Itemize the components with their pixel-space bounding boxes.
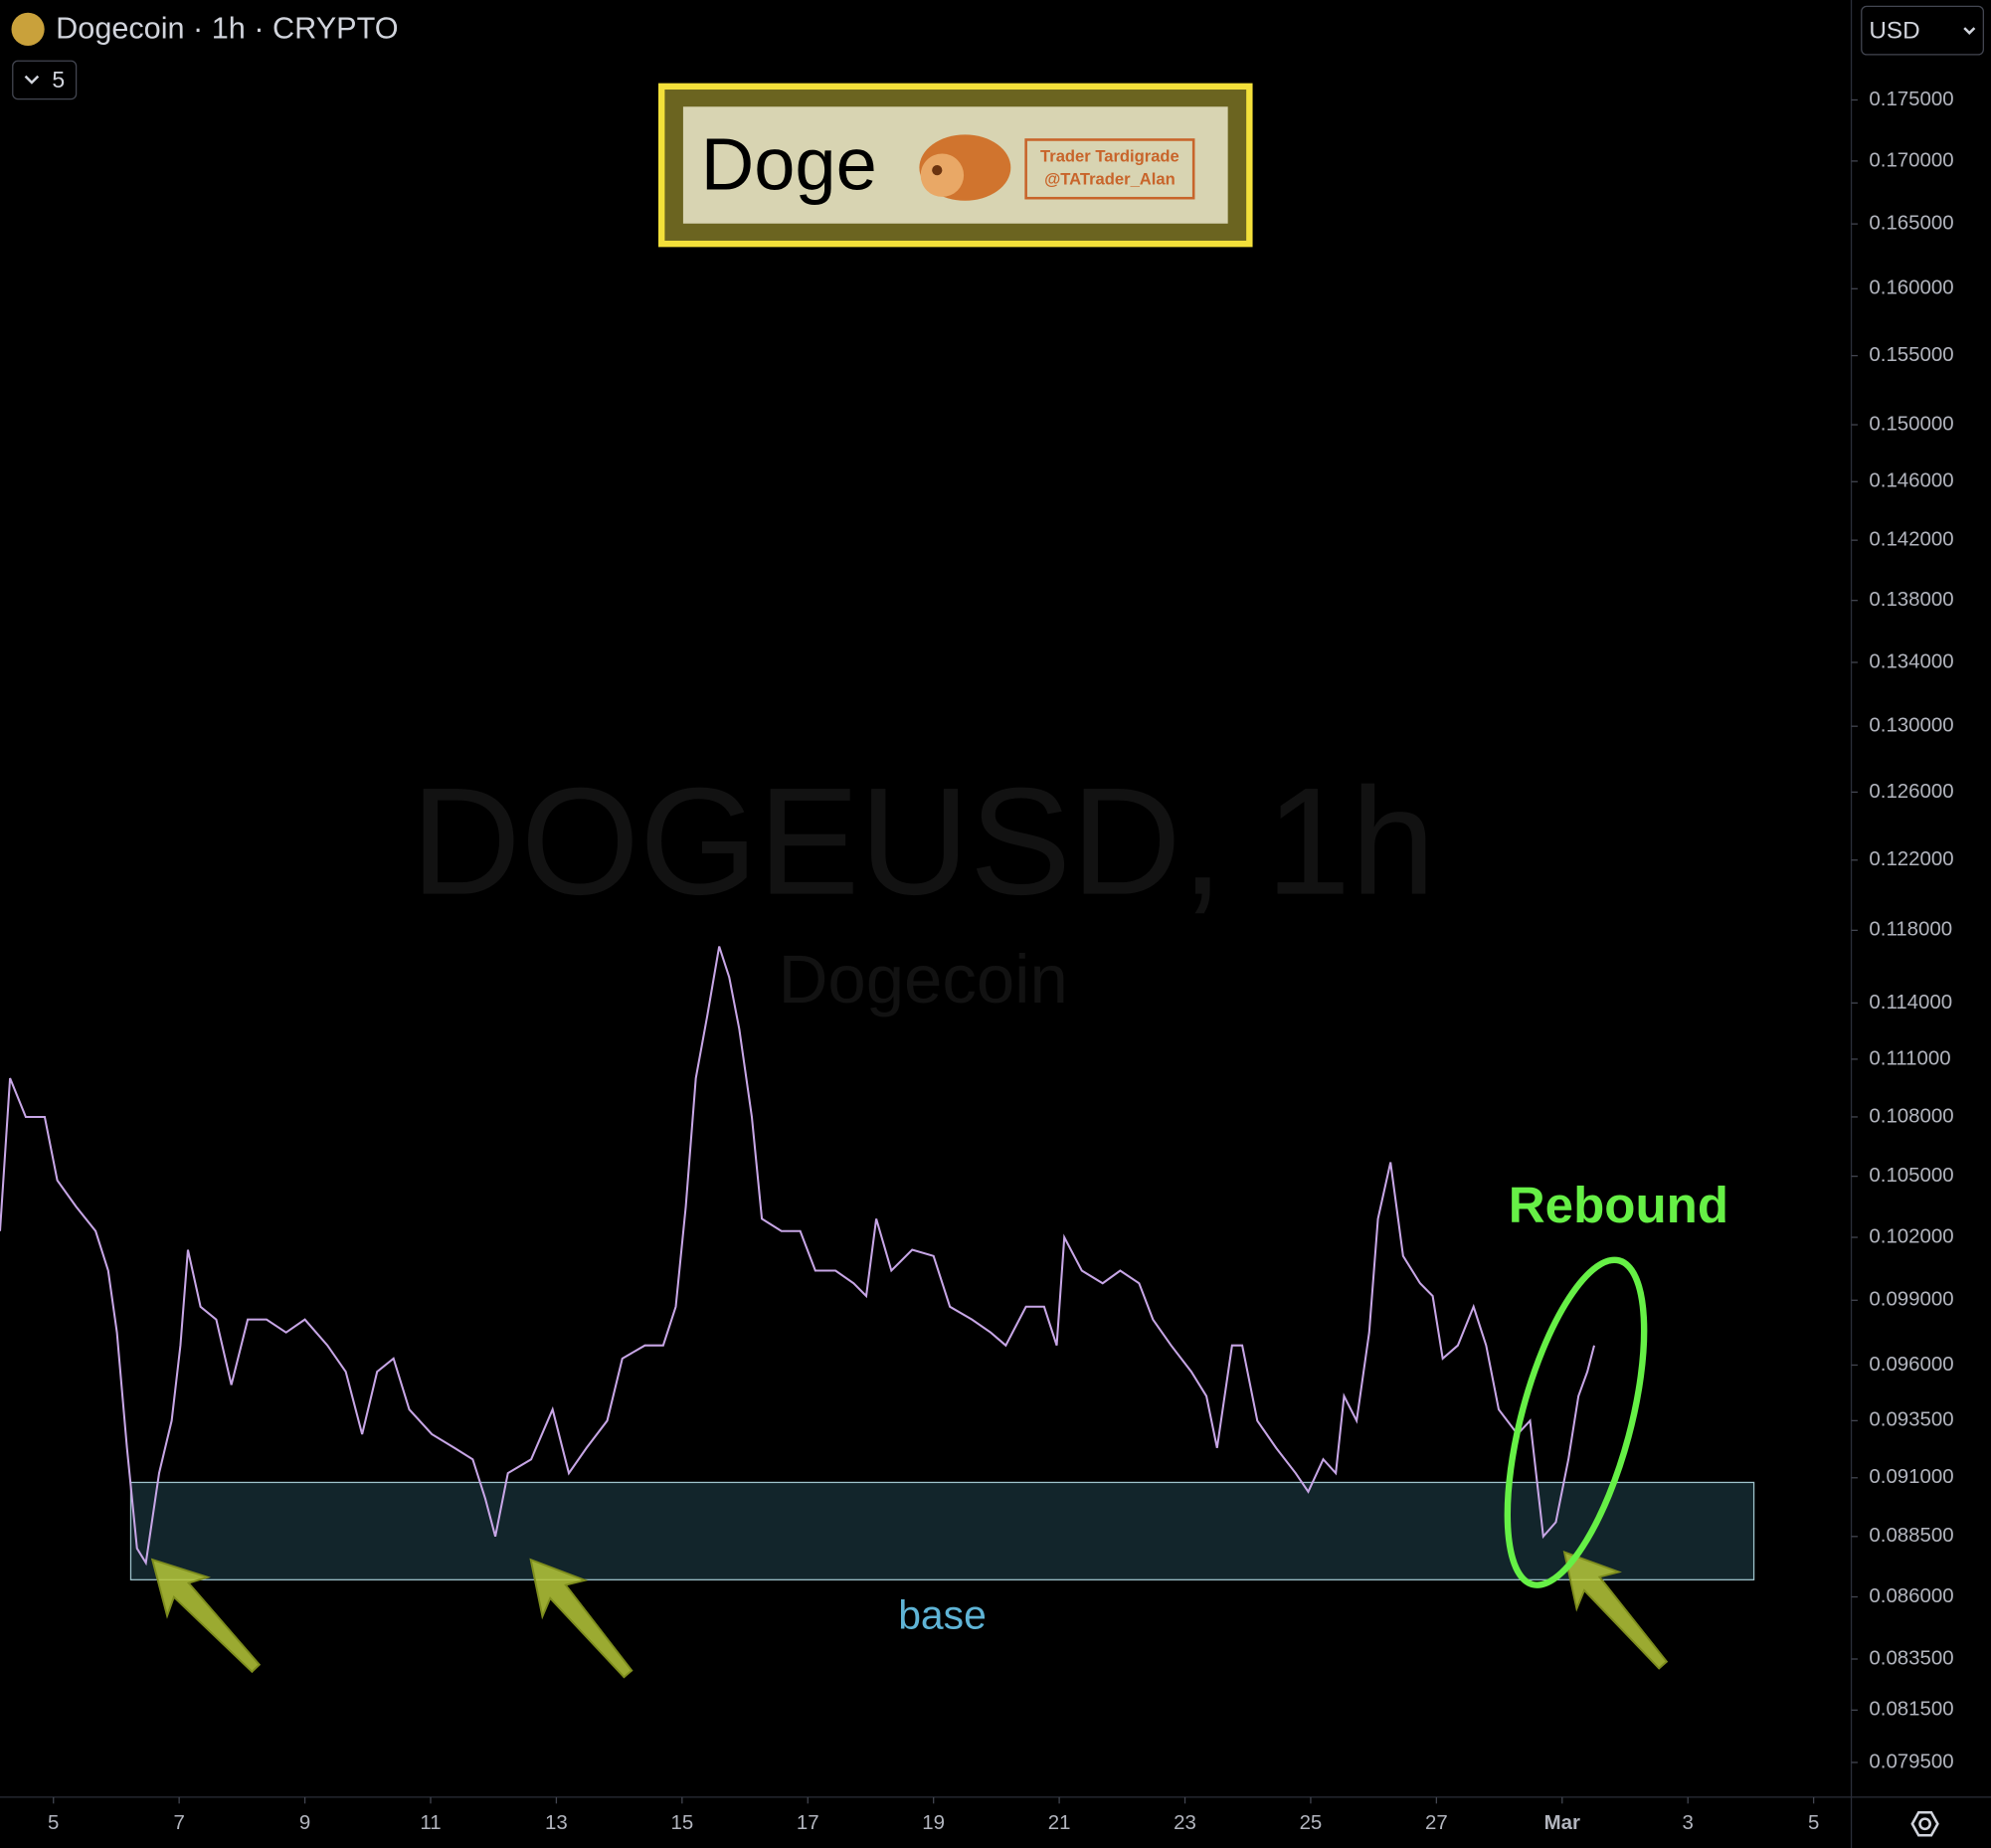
y-tick-label: 0.091000 [1869,1466,1953,1488]
x-tick-label: 17 [797,1812,819,1834]
tardigrade-icon [919,134,1011,201]
logo-author: Trader Tardigrade [1040,147,1179,166]
y-tick-label: 0.170000 [1869,149,1953,171]
y-tick-label: 0.081500 [1869,1699,1953,1721]
y-tick-label: 0.118000 [1869,919,1952,941]
x-tick-label: 13 [545,1812,568,1834]
x-tick-label: 15 [670,1812,693,1834]
icon-eye [932,165,943,176]
y-tick-label: 0.111000 [1869,1047,1950,1069]
arrow [1562,1550,1669,1670]
logo-title: Doge [701,123,877,206]
y-tick-label: 0.165000 [1869,213,1953,235]
x-tick-label: 19 [922,1812,945,1834]
plot: 0.079500 0.081500 0.083500 0.086000 0.088500… [0,89,1954,1834]
y-tick-label: 0.093500 [1869,1409,1953,1431]
currency[interactable]: USD [1869,17,1919,44]
chevron [1963,27,1976,36]
rebound-ellipse [1504,1256,1648,1588]
y-tick-label: 0.096000 [1869,1354,1953,1376]
y-tick-label: 0.175000 [1869,89,1953,110]
y-tick-label: 0.160000 [1869,277,1953,299]
y-tick-label: 0.083500 [1869,1647,1953,1669]
y-tick-label: 0.108000 [1869,1105,1953,1127]
y-tick-label: 0.122000 [1869,848,1953,870]
watermark-name: Dogecoin [779,941,1068,1017]
currency-button[interactable] [1861,5,1984,56]
x-tick-label: 21 [1048,1812,1071,1834]
x-tick-label: 9 [299,1812,310,1834]
y-tick-label: 0.079500 [1869,1751,1953,1772]
y-tick-label: 0.099000 [1869,1289,1953,1311]
x-tick-label: 5 [1808,1812,1819,1834]
arrow [150,1558,262,1674]
y-tick-label: 0.105000 [1869,1165,1953,1187]
y-tick-label: 0.102000 [1869,1225,1953,1247]
x-tick-label: 23 [1174,1812,1196,1834]
x-tick-label: 7 [173,1812,184,1834]
x-tick-label: 11 [420,1812,441,1834]
logo-handle: @TATrader_Alan [1044,170,1176,189]
y-tick-label: 0.150000 [1869,413,1953,435]
author-box [1024,138,1195,200]
indicator-count[interactable]: 5 [52,67,65,92]
x-tick-label: Mar [1544,1812,1580,1834]
watermark-symbol: DOGEUSD, 1h [411,757,1435,927]
price-line [0,946,1595,1567]
arrow [529,1558,634,1679]
zone-label: base [898,1591,987,1637]
y-tick-label: 0.086000 [1869,1585,1953,1607]
symbol-title[interactable]: Dogecoin · 1h · CRYPTO [56,12,398,46]
settings-icon[interactable] [1910,1810,1939,1837]
coin-icon [11,12,45,46]
indicator-toggle[interactable] [12,60,78,100]
y-tick-label: 0.126000 [1869,781,1953,803]
y-tick-label: 0.142000 [1869,529,1953,551]
x-tick-label: 27 [1425,1812,1448,1834]
gear-center [1918,1817,1931,1831]
y-tick-label: 0.130000 [1869,715,1953,737]
y-tick-label: 0.088500 [1869,1525,1953,1547]
x-tick-label: 5 [48,1812,59,1834]
y-tick-label: 0.138000 [1869,589,1953,611]
y-tick-label: 0.114000 [1869,992,1952,1014]
y-tick-label: 0.155000 [1869,344,1953,366]
x-tick-label: 3 [1683,1812,1694,1834]
y-tick-label: 0.146000 [1869,470,1953,492]
icon-head [920,153,965,197]
y-tick-label: 0.134000 [1869,650,1953,672]
annotation: Rebound [1509,1177,1728,1233]
gear [1910,1810,1939,1837]
chevron [24,75,40,85]
x-tick-label: 25 [1300,1812,1323,1834]
zone [129,1481,1755,1580]
